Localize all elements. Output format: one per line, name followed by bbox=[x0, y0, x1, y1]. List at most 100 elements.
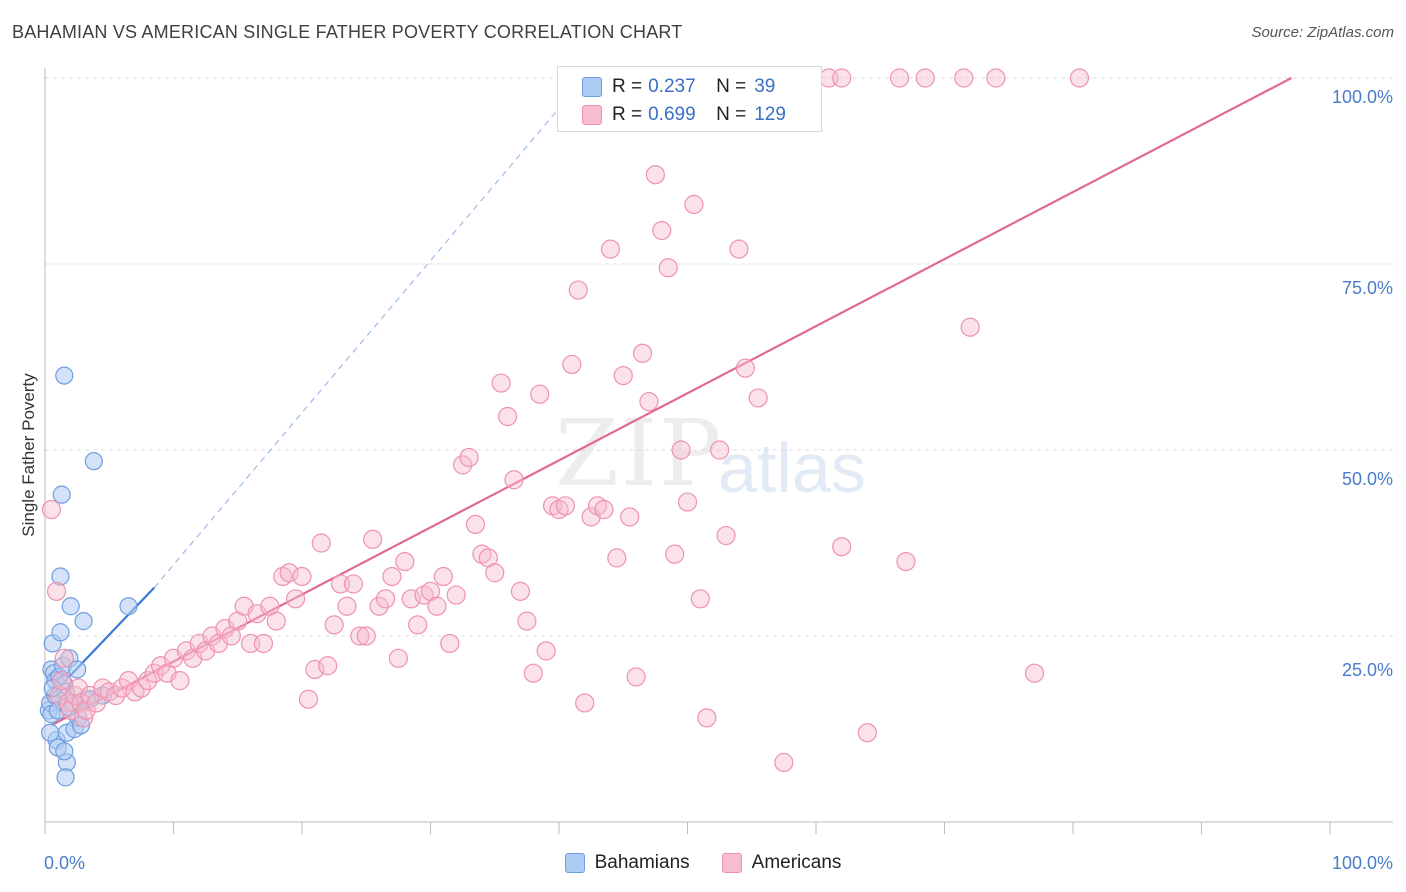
american-point bbox=[620, 507, 640, 527]
american-point bbox=[896, 551, 916, 572]
series-label-americans: Americans bbox=[751, 852, 842, 873]
american-point bbox=[530, 384, 550, 404]
american-point bbox=[318, 656, 338, 676]
american-point bbox=[697, 708, 717, 728]
bahamian-point bbox=[55, 366, 74, 385]
american-point bbox=[292, 566, 312, 587]
bahamian-point bbox=[51, 623, 70, 642]
american-point bbox=[594, 499, 614, 520]
american-point bbox=[491, 373, 511, 393]
american-point bbox=[517, 611, 537, 631]
american-point bbox=[266, 611, 286, 631]
watermark-atlas: atlas bbox=[718, 429, 866, 507]
american-point bbox=[363, 529, 383, 549]
legend-n-label: N = bbox=[716, 104, 747, 125]
american-point bbox=[523, 663, 543, 683]
series-label-bahamians: Bahamians bbox=[594, 852, 690, 873]
american-point bbox=[1024, 663, 1045, 683]
american-trend-line bbox=[50, 77, 1292, 727]
bahamian-point bbox=[52, 485, 71, 504]
american-point bbox=[52, 671, 72, 691]
american-point bbox=[279, 563, 299, 583]
american-point bbox=[915, 68, 935, 88]
american-point bbox=[600, 239, 621, 259]
american-point bbox=[690, 589, 710, 609]
american-point bbox=[453, 455, 473, 475]
gridlines bbox=[45, 77, 1393, 637]
american-point bbox=[433, 566, 453, 587]
bahamian-point bbox=[74, 612, 93, 631]
american-point bbox=[716, 525, 736, 546]
series-legend-americans[interactable]: Americans bbox=[721, 852, 842, 874]
american-point bbox=[138, 671, 158, 691]
series-legend-bahamians[interactable]: Bahamians bbox=[564, 852, 690, 874]
american-point bbox=[170, 671, 190, 691]
american-point bbox=[729, 239, 749, 259]
bahamian-point bbox=[84, 452, 103, 471]
american-point bbox=[343, 574, 363, 594]
bahamian-trend-extension bbox=[153, 77, 586, 589]
american-point bbox=[774, 752, 794, 773]
american-point bbox=[575, 693, 595, 713]
american-point bbox=[607, 548, 627, 568]
legend-r-value: 0.699 bbox=[648, 104, 696, 125]
american-point bbox=[76, 700, 96, 721]
american-point bbox=[131, 678, 151, 698]
bahamian-point bbox=[61, 597, 80, 616]
american-point bbox=[54, 648, 74, 668]
american-point bbox=[658, 258, 678, 278]
american-point bbox=[369, 596, 389, 616]
american-point bbox=[401, 589, 421, 609]
american-point bbox=[889, 68, 910, 88]
x-tick-label: 0.0% bbox=[44, 853, 85, 873]
legend-row-bahamians: R = 0.237 N = 39 bbox=[582, 73, 775, 101]
y-tick-label: 75.0% bbox=[1342, 278, 1393, 298]
legend-n-label: N = bbox=[716, 76, 747, 97]
american-point bbox=[375, 589, 396, 609]
chart-title: BAHAMIAN VS AMERICAN SINGLE FATHER POVER… bbox=[12, 22, 683, 42]
series-legend: Bahamians Americans bbox=[0, 852, 1406, 874]
legend-n-value: 39 bbox=[754, 76, 776, 97]
y-tick-label: 50.0% bbox=[1342, 469, 1393, 489]
american-point bbox=[46, 581, 67, 601]
y-tick-label: 100.0% bbox=[1332, 87, 1393, 107]
data-points bbox=[39, 68, 1090, 787]
american-point bbox=[440, 633, 460, 654]
american-point bbox=[485, 563, 505, 583]
american-point bbox=[498, 406, 518, 427]
bahamian-point bbox=[119, 597, 138, 616]
american-point bbox=[832, 68, 852, 88]
legend-swatch-bahamians bbox=[582, 77, 602, 97]
american-point bbox=[427, 596, 447, 616]
legend-row-americans: R = 0.699 N = 129 bbox=[582, 101, 786, 129]
american-point bbox=[510, 581, 531, 601]
american-point bbox=[626, 667, 646, 687]
american-point bbox=[285, 589, 306, 609]
american-point bbox=[73, 708, 94, 728]
american-point bbox=[857, 723, 878, 743]
american-point bbox=[106, 685, 126, 706]
american-point bbox=[684, 194, 704, 215]
american-point bbox=[253, 633, 274, 654]
american-point bbox=[395, 551, 415, 572]
american-point bbox=[68, 678, 89, 698]
bahamian-point bbox=[68, 660, 87, 679]
american-point bbox=[960, 317, 980, 337]
american-point bbox=[350, 626, 370, 646]
american-point bbox=[504, 470, 524, 490]
bahamian-point bbox=[55, 742, 74, 761]
correlation-legend: R = 0.237 N = 39 R = 0.699 N = 129 bbox=[557, 66, 822, 132]
american-point bbox=[562, 354, 582, 375]
y-tick-label: 25.0% bbox=[1342, 660, 1393, 680]
bahamian-point bbox=[56, 768, 75, 787]
american-point bbox=[41, 499, 62, 520]
american-point bbox=[536, 641, 556, 661]
american-point bbox=[298, 689, 319, 709]
american-point bbox=[337, 596, 357, 616]
american-point bbox=[446, 585, 466, 605]
american-point bbox=[748, 388, 768, 408]
american-point bbox=[382, 566, 402, 587]
bahamian-point bbox=[51, 567, 70, 586]
american-point bbox=[1069, 68, 1090, 88]
